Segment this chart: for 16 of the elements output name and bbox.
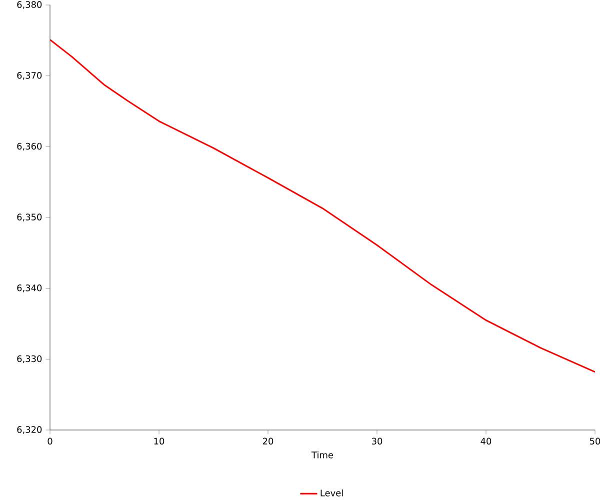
x-tick-label: 30 [372,438,382,445]
y-tick-label: 6,340 [17,284,42,292]
x-tick-label: 50 [590,438,600,445]
y-tick-label: 6,320 [17,426,42,434]
x-tick-label: 0 [48,438,52,445]
x-tick-label: 40 [480,438,492,445]
x-tick-label: 10 [154,438,164,445]
x-tick-label: 20 [262,438,274,445]
y-tick-label: 6,350 [17,214,42,222]
y-tick-label: 6,370 [17,72,42,80]
line-series [50,38,596,373]
y-tick-label: 6,330 [17,355,42,364]
legend-label: Level [320,489,343,496]
x-axis-title: Time [312,451,334,458]
y-tick-label: 6,360 [17,142,42,151]
y-tick-label: 6,380 [17,1,42,9]
